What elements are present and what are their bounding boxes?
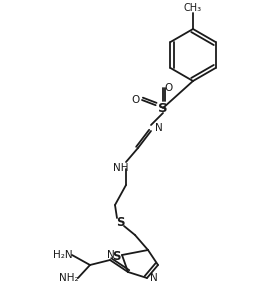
Text: NH: NH <box>113 163 129 173</box>
Text: N: N <box>155 123 163 133</box>
Text: N: N <box>107 250 115 260</box>
Text: O: O <box>132 95 140 105</box>
Text: H₂N: H₂N <box>53 250 73 260</box>
Text: S: S <box>112 251 120 263</box>
Text: S: S <box>158 102 168 115</box>
Text: CH₃: CH₃ <box>184 3 202 13</box>
Text: NH₂: NH₂ <box>59 273 79 283</box>
Text: N: N <box>150 273 158 283</box>
Text: O: O <box>165 83 173 93</box>
Text: S: S <box>116 216 124 228</box>
